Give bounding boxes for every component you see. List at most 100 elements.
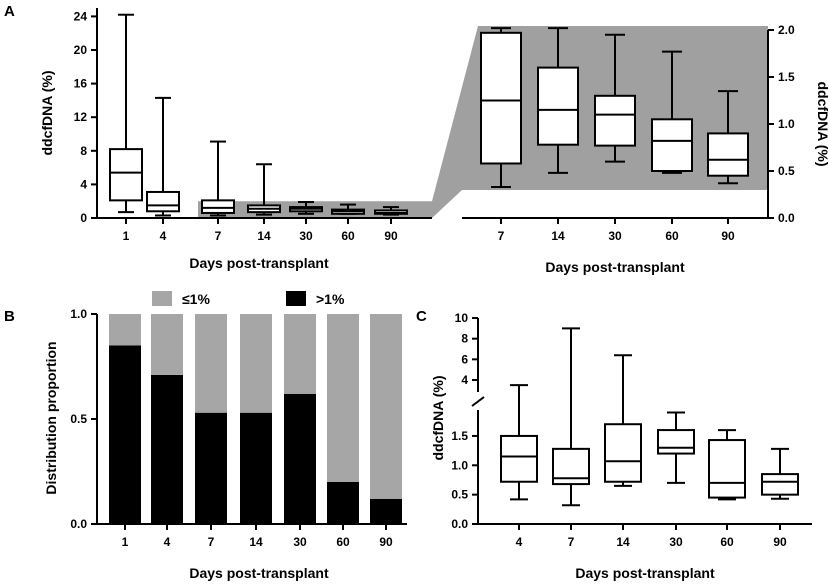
c-axis-break-mark (471, 396, 485, 407)
a-zoom-y-tick-label-1.0: 1.0 (778, 117, 795, 131)
a-main-box-4 (146, 96, 180, 217)
a-main-box-90 (374, 206, 408, 216)
iqr-box (201, 199, 235, 214)
a-main-y-tick-label-8: 8 (80, 144, 87, 158)
b-y-tick-label-0.0: 0.0 (70, 517, 87, 531)
a-main-y-tick-label-0: 0 (80, 211, 87, 225)
c-box-30 (657, 411, 695, 484)
c-y-title: ddcfDNA (%) (430, 375, 446, 460)
chart-a-zoom: 7 14 30 60 90 0.0 0.5 1.0 1.5 2.0 Days post-trans… (462, 23, 829, 275)
c-y-tick-label-0.5: 0.5 (451, 488, 468, 502)
bar-gt1-90 (370, 498, 402, 524)
c-x-tick-label-60: 60 (720, 535, 734, 549)
b-x-tick-label-60: 60 (336, 535, 350, 549)
bar-le1-14 (240, 314, 272, 413)
legend-swatch-le1 (152, 291, 172, 306)
panel-letter-a: A (4, 3, 15, 20)
bar-gt1-1 (109, 345, 141, 524)
bar-gt1-7 (195, 412, 227, 524)
chart-b: ≤1% >1% 1 4 7 14 30 60 900.00.51.0 Days post-t… (43, 291, 407, 581)
a-main-box-1 (109, 13, 143, 214)
chart-c: 4 7 14 30 60 90 0.0 0.5 1.0 1.5 4 6 8 10 Days post-tr… (430, 311, 812, 581)
c-box-60 (708, 429, 746, 501)
c-x-tick-label-7: 7 (568, 535, 575, 549)
a-zoom-box-7 (480, 27, 522, 188)
c-y-tick-label-1.5: 1.5 (451, 429, 468, 443)
c-y-tick-label-10: 10 (455, 311, 469, 325)
bar-le1-7 (195, 314, 227, 413)
iqr-box (707, 132, 749, 177)
a-main-x-tick-label-30: 30 (299, 229, 313, 243)
a-main-box-30 (289, 201, 323, 215)
b-x-tick-label-1: 1 (122, 535, 129, 549)
iqr-box (480, 31, 522, 165)
a-main-x-tick-label-14: 14 (257, 229, 271, 243)
c-box-7 (552, 327, 590, 507)
a-main-x-title: Days post-transplant (189, 255, 329, 271)
c-box-90 (761, 447, 799, 500)
b-x-tick-label-7: 7 (208, 535, 215, 549)
a-main-x-tick-label-4: 4 (160, 229, 167, 243)
b-y-tick-label-1.0: 1.0 (70, 307, 87, 321)
c-box-4 (500, 384, 538, 501)
c-y-tick-label-8: 8 (461, 332, 468, 346)
c-x-tick-label-14: 14 (616, 535, 630, 549)
iqr-box (594, 94, 636, 147)
c-x-tick-label-90: 90 (773, 535, 787, 549)
a-main-y-tick-label-24: 24 (74, 9, 88, 23)
a-zoom-x-tick-label-30: 30 (608, 229, 622, 243)
bar-le1-60 (327, 314, 359, 482)
a-main-x-tick-label-90: 90 (384, 229, 398, 243)
c-x-tick-label-30: 30 (669, 535, 683, 549)
b-x-tick-label-90: 90 (379, 535, 393, 549)
iqr-box (537, 66, 579, 146)
a-main-y-tick-label-16: 16 (74, 77, 88, 91)
iqr-box (657, 429, 695, 455)
iqr-box (708, 439, 746, 499)
iqr-box (651, 118, 693, 173)
c-y-tick-label-1.0: 1.0 (451, 458, 468, 472)
a-zoom-x-tick-label-90: 90 (721, 229, 735, 243)
a-zoom-y-tick-label-0.0: 0.0 (778, 211, 795, 225)
c-y-tick-label-6: 6 (461, 352, 468, 366)
iqr-box (109, 148, 143, 202)
iqr-box (500, 434, 538, 483)
a-main-y-tick-label-4: 4 (80, 177, 87, 191)
a-zoom-x-tick-label-14: 14 (551, 229, 565, 243)
b-x-tick-label-30: 30 (293, 535, 307, 549)
bar-le1-30 (284, 314, 316, 394)
legend-label-le1: ≤1% (182, 291, 210, 307)
c-y-tick-label-0.0: 0.0 (451, 517, 468, 531)
a-zoom-y-tick-label-2.0: 2.0 (778, 23, 795, 37)
b-y-tick-label-0.5: 0.5 (70, 412, 87, 426)
a-zoom-y-title: ddcfDNA (%) (815, 81, 829, 166)
bar-gt1-14 (240, 412, 272, 524)
a-zoom-y-tick-label-1.5: 1.5 (778, 70, 795, 84)
bar-le1-90 (370, 314, 402, 499)
a-main-box-14 (247, 163, 281, 216)
c-x-tick-label-4: 4 (516, 535, 523, 549)
panel-letter-c: C (416, 308, 427, 325)
a-main-y-tick-label-12: 12 (74, 110, 88, 124)
a-zoom-y-tick-label-0.5: 0.5 (778, 164, 795, 178)
iqr-box (604, 423, 642, 483)
bar-le1-1 (109, 314, 141, 346)
a-zoom-x-tick-label-60: 60 (665, 229, 679, 243)
a-zoom-x-title: Days post-transplant (545, 259, 685, 275)
a-zoom-x-tick-label-7: 7 (498, 229, 505, 243)
c-box-14 (604, 354, 642, 487)
iqr-box (761, 473, 799, 496)
b-x-tick-label-4: 4 (164, 535, 171, 549)
b-y-title: Distribution proportion (43, 341, 59, 494)
a-zoom-box-30 (594, 33, 636, 163)
bar-gt1-4 (151, 374, 183, 524)
bar-gt1-30 (284, 393, 316, 524)
bar-le1-4 (151, 314, 183, 375)
a-main-y-title: ddcfDNA (%) (39, 70, 55, 155)
c-y-tick-label-4: 4 (461, 373, 468, 387)
a-main-y-tick-label-20: 20 (74, 43, 88, 57)
bar-gt1-60 (327, 482, 359, 524)
a-main-x-tick-label-7: 7 (215, 229, 222, 243)
a-main-x-tick-label-60: 60 (341, 229, 355, 243)
